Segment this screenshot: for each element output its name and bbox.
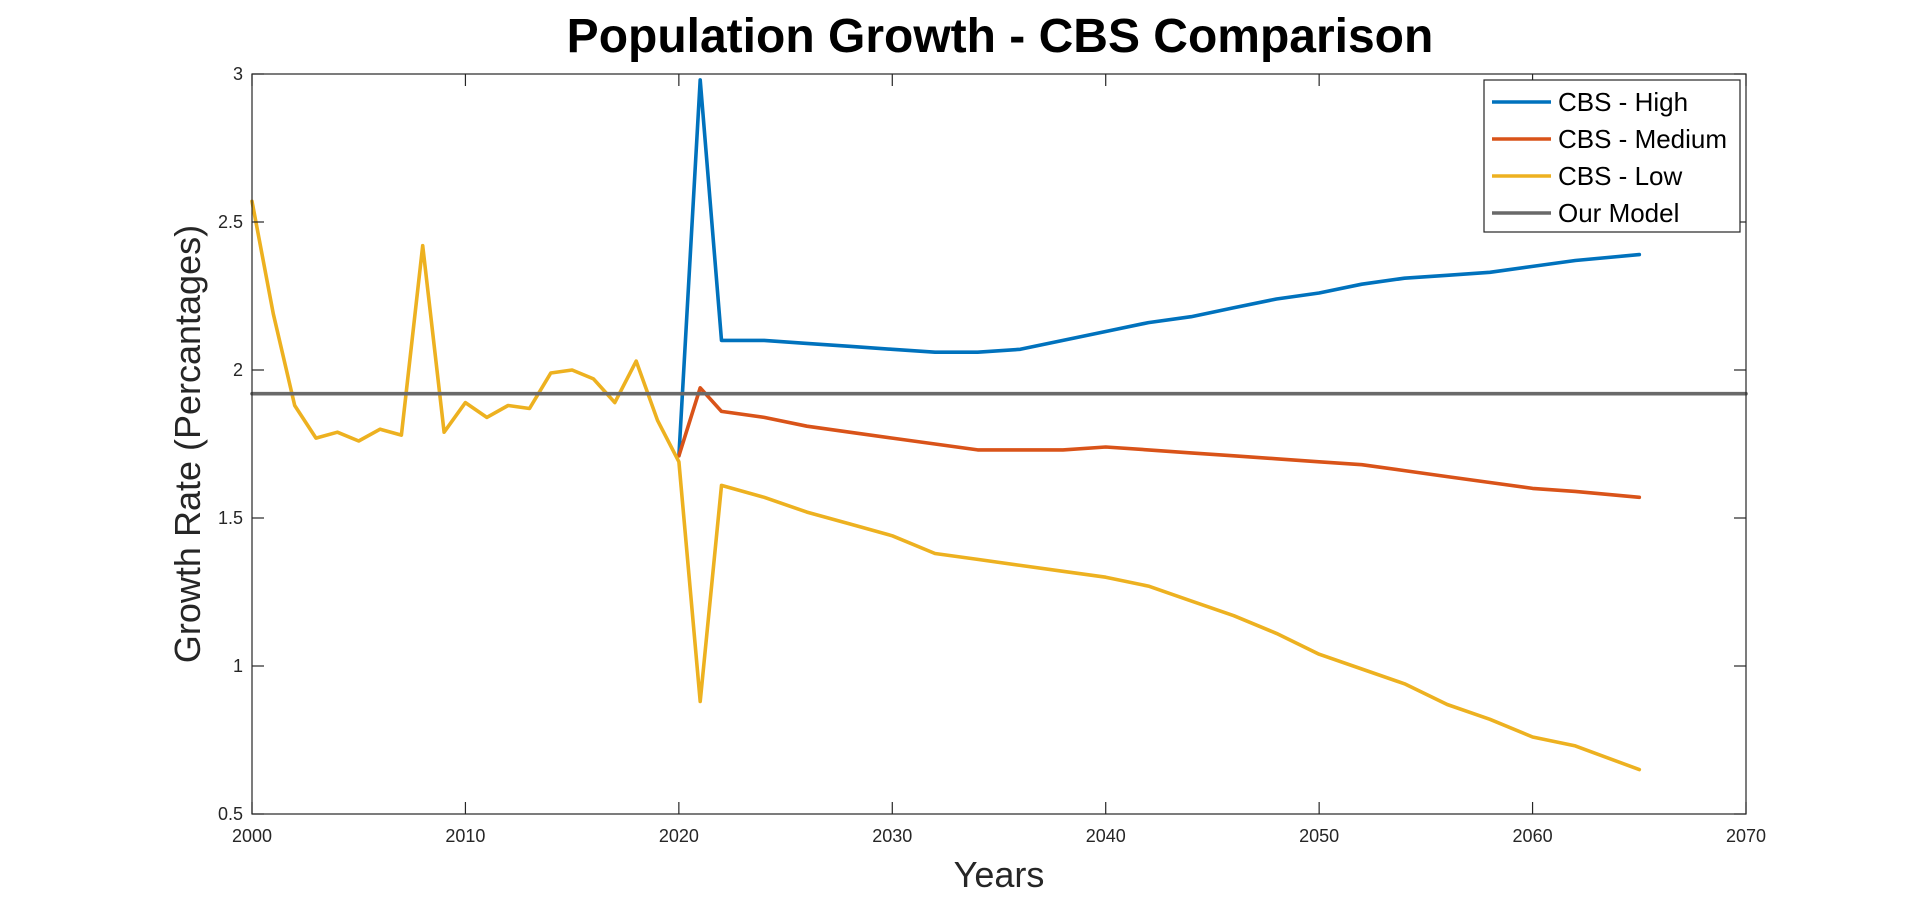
y-tick-label: 0.5 xyxy=(218,804,243,824)
legend-label-cbs-low: CBS - Low xyxy=(1558,161,1682,191)
legend: CBS - High CBS - Medium CBS - Low Our Model xyxy=(1483,79,1741,233)
x-tick-label: 2000 xyxy=(232,826,272,846)
x-tick-label: 2060 xyxy=(1513,826,1553,846)
ticks-layer: 2000 2010 2020 2030 2040 2050 2060 2070 0.5 1 1.5 2… xyxy=(218,64,1766,846)
chart-title: Population Growth - CBS Comparison xyxy=(567,10,1434,63)
series-line-cbs-low xyxy=(250,199,1642,772)
x-tick-label: 2030 xyxy=(872,826,912,846)
y-tick-label: 1.5 xyxy=(218,508,243,528)
legend-box xyxy=(1483,79,1741,233)
y-tick-label: 2 xyxy=(233,360,243,380)
legend-label-our-model: Our Model xyxy=(1558,198,1679,228)
x-tick-label: 2010 xyxy=(445,826,485,846)
x-axis-label: Years xyxy=(954,854,1045,895)
x-tick-label: 2070 xyxy=(1726,826,1766,846)
x-tick-label: 2020 xyxy=(659,826,699,846)
series-line-cbs-high xyxy=(677,78,1642,458)
x-tick-label: 2050 xyxy=(1299,826,1339,846)
x-tick-label: 2040 xyxy=(1086,826,1126,846)
y-tick-label: 1 xyxy=(233,656,243,676)
y-tick-label: 2.5 xyxy=(218,212,243,232)
legend-label-cbs-medium: CBS - Medium xyxy=(1558,124,1727,154)
series-layer xyxy=(250,78,1748,772)
axes-box xyxy=(251,73,1747,815)
series-line-cbs-medium xyxy=(677,385,1642,500)
legend-label-cbs-high: CBS - High xyxy=(1558,87,1688,117)
y-axis-label: Growth Rate (Percantages) xyxy=(167,225,208,663)
y-tick-label: 3 xyxy=(233,64,243,84)
